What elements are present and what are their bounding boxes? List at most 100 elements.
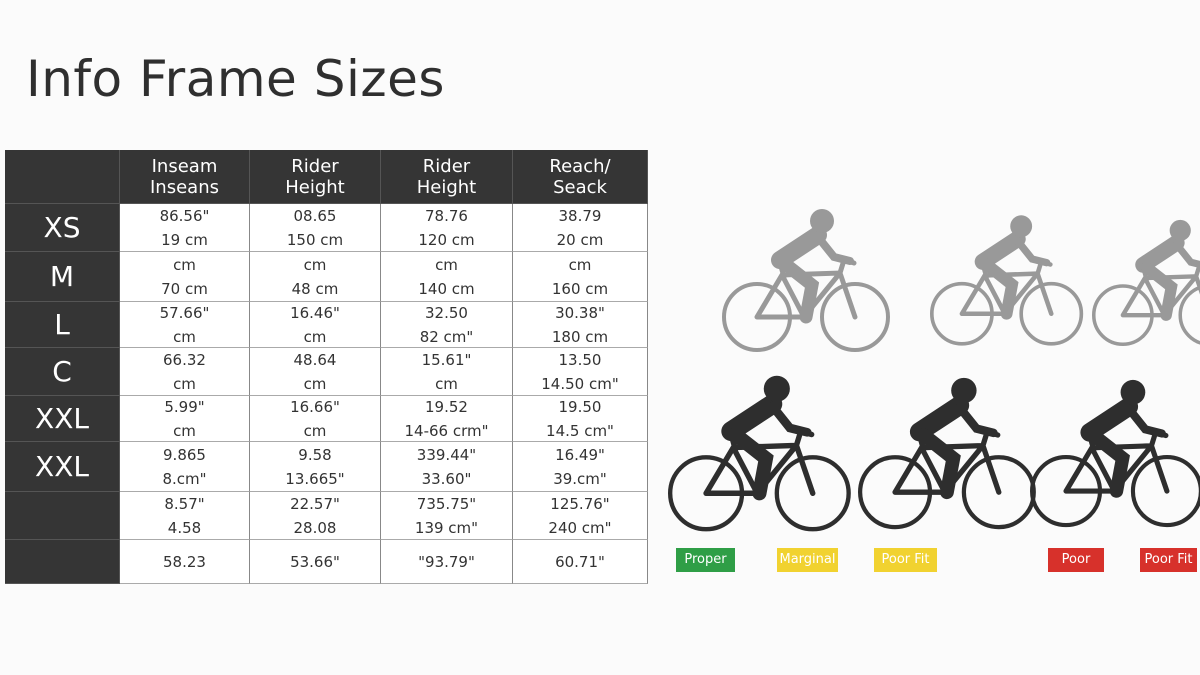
cell-line: 14.50 cm" [541, 374, 619, 393]
table-cell: 58.23 [120, 540, 250, 584]
page-title: Info Frame Sizes [26, 50, 445, 108]
fit-badge: Poor Fit [1140, 548, 1197, 572]
cell-line: 14-66 crm" [404, 421, 489, 440]
cell-line: cm [173, 374, 196, 393]
column-header: Reach/Seack [513, 150, 648, 204]
cell-line: Height [285, 176, 345, 198]
cell-line: 66.32 [163, 350, 206, 369]
cell-line: cm [173, 327, 196, 346]
row-label: M [5, 252, 120, 302]
table-cell: 57.66" cm [120, 302, 250, 348]
cell-line: 19 cm [161, 230, 208, 249]
cell-line: 9.58 [298, 445, 332, 464]
cell-line: Inseans [150, 176, 219, 198]
cell-line: 53.66" [290, 552, 340, 571]
table-cell: 32.50 82 cm" [381, 302, 513, 348]
cell-line: 16.66" [290, 397, 340, 416]
cyclist [860, 378, 1034, 527]
cell-line: 4.58 [167, 518, 202, 537]
cell-line: 120 cm [418, 230, 475, 249]
cell-line: 16.46" [290, 303, 340, 322]
table-cell: 8.57" 4.58 [120, 492, 250, 540]
cell-line: cm [173, 421, 196, 440]
column-header: Inseam Inseans [120, 150, 250, 204]
cell-line: 5.99" [164, 397, 205, 416]
table-cell: 735.75" 139 cm" [381, 492, 513, 540]
cyclist [1032, 380, 1200, 525]
cell-line: cm [303, 255, 327, 274]
cell-line: 58.23 [163, 552, 206, 571]
cell-line: 19.52 [425, 397, 468, 416]
table-cell: 86.56" 19 cm [120, 204, 250, 252]
cell-line: cm [435, 374, 458, 393]
cell-line: cm [173, 255, 196, 274]
size-table: Inseam Inseans Rider Height Rider Height Reach… [5, 150, 648, 584]
fit-badge: Poor [1048, 548, 1104, 572]
table-cell: "93.79" [381, 540, 513, 584]
cell-line: 32.50 [425, 303, 468, 322]
cell-line: 139 cm" [414, 518, 479, 537]
table-cell: 15.61" cm [381, 348, 513, 396]
table-cell: cm 140 cm [381, 252, 513, 302]
cell-line: 39.cm" [553, 469, 607, 488]
cell-line: cm [568, 255, 592, 274]
table-cell: cm 48 cm [250, 252, 381, 302]
cell-line: 08.65 [293, 206, 337, 225]
cell-line: 15.61" [421, 350, 472, 369]
table-cell: 38.79 20 cm [513, 204, 648, 252]
cell-line: 13.665" [285, 469, 345, 488]
cell-line: 33.60" [421, 469, 472, 488]
table-cell: 66.32 cm [120, 348, 250, 396]
table-cell: 53.66" [250, 540, 381, 584]
row-label: XXL [5, 396, 120, 442]
table-cell: 125.76" 240 cm" [513, 492, 648, 540]
cell-line: "93.79" [418, 552, 475, 571]
header-corner [5, 150, 120, 204]
cyclist [1094, 220, 1200, 344]
row-label [5, 492, 120, 540]
cell-line: 22.57" [290, 494, 340, 513]
cell-line: Inseam [151, 155, 218, 177]
cell-line: 20 cm [556, 230, 604, 249]
cell-line: cm [303, 421, 327, 440]
table-cell: 30.38" 180 cm [513, 302, 648, 348]
cell-line: 13.50 [558, 350, 602, 369]
cell-line: 82 cm" [419, 327, 474, 346]
table-cell: 22.57" 28.08 [250, 492, 381, 540]
cell-line: 735.75" [416, 494, 477, 513]
row-label: XXL [5, 442, 120, 492]
table-cell: 48.64 cm [250, 348, 381, 396]
cell-line: 30.38" [555, 303, 605, 322]
table-cell: 16.49" 39.cm" [513, 442, 648, 492]
column-header: Rider Height [250, 150, 381, 204]
row-label [5, 540, 120, 584]
cell-line: 8.cm" [162, 469, 207, 488]
cell-line: 150 cm [286, 230, 344, 249]
table-cell: 9.865 8.cm" [120, 442, 250, 492]
table-cell: 60.71" [513, 540, 648, 584]
cell-line: 16.49" [555, 445, 605, 464]
cell-line: 160 cm [551, 279, 609, 298]
row-label: C [5, 348, 120, 396]
cell-line: 339.44" [416, 445, 477, 464]
cell-line: 86.56" [159, 206, 210, 225]
cell-line: Seack [553, 176, 607, 198]
table-cell: 16.66" cm [250, 396, 381, 442]
table-cell: 78.76 120 cm [381, 204, 513, 252]
fit-badge: Poor Fit [874, 548, 937, 572]
fit-badge: Marginal [777, 548, 838, 572]
table-cell: 08.65 150 cm [250, 204, 381, 252]
table-cell: 9.58 13.665" [250, 442, 381, 492]
cyclist [932, 215, 1082, 344]
cell-line: 48.64 [293, 350, 337, 369]
cell-line: 240 cm" [548, 518, 612, 537]
cell-line: 28.08 [293, 518, 337, 537]
cell-line: 38.79 [558, 206, 602, 225]
cell-line: 48 cm [291, 279, 339, 298]
cell-line: 9.865 [163, 445, 206, 464]
cell-line: 140 cm [418, 279, 475, 298]
column-header: Rider Height [381, 150, 513, 204]
cell-line: Height [416, 176, 477, 198]
